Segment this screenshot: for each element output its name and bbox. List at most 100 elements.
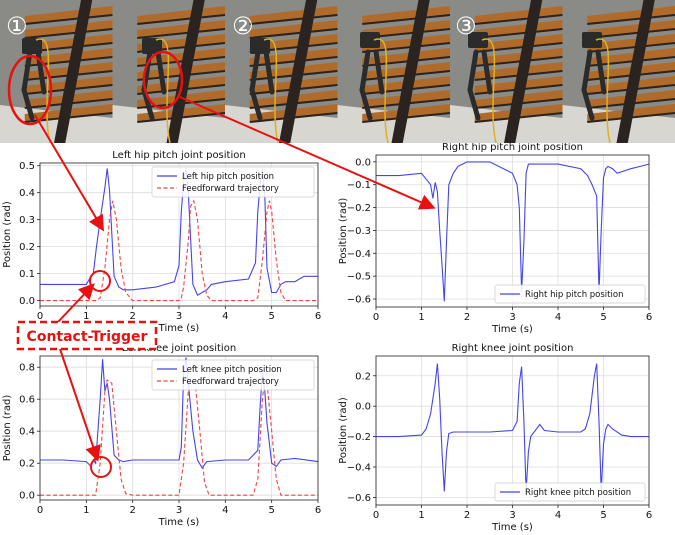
robot-leg — [263, 49, 275, 95]
y-tick-label: −0.5 — [347, 272, 371, 283]
robot-leg — [467, 49, 479, 93]
y-tick-label: 0.5 — [19, 161, 35, 172]
tether-cable — [481, 38, 497, 143]
robot-shin — [581, 87, 595, 121]
x-tick-label: 0 — [37, 311, 43, 322]
x-tick-label: 3 — [509, 510, 515, 521]
stair-stringer — [54, 0, 93, 143]
step-marker-2: ② — [232, 12, 254, 40]
x-tick-label: 1 — [83, 311, 89, 322]
y-tick-label: 0.0 — [19, 296, 35, 307]
y-tick-label: 0.0 — [355, 402, 371, 413]
stair-edge — [474, 56, 563, 67]
stair-edge — [474, 28, 563, 39]
step-marker-3: ③ — [455, 12, 477, 40]
y-tick-label: 0.0 — [19, 491, 35, 502]
x-tick-label: 4 — [555, 510, 561, 521]
right-hip-chart: 0 1 2 3 4 5 6 0.0 −0.1 −0.2 −0.3 −0.4 −0.5 −0.6 Right … — [338, 143, 652, 335]
robot-stair-photo-strip: ① ② ③ — [0, 0, 675, 143]
y-tick-label: −0.4 — [347, 249, 371, 260]
chart-title: Right hip pitch joint position — [442, 143, 583, 153]
x-tick-label: 4 — [222, 311, 228, 322]
stair-edge — [249, 56, 338, 67]
x-tick-label: 3 — [176, 505, 182, 516]
robot-shin — [467, 87, 481, 121]
x-tick-label: 2 — [129, 505, 135, 516]
y-axis-label: Position (rad) — [2, 201, 13, 268]
robot-body — [360, 32, 380, 48]
chart-title: Left hip pitch joint position — [112, 150, 245, 161]
x-tick-label: 6 — [646, 312, 652, 323]
y-tick-label: 0.3 — [19, 215, 35, 226]
stair-edge — [362, 14, 451, 25]
photo-frame-4 — [337, 0, 451, 143]
stair-tread — [362, 48, 450, 66]
legend-box — [494, 482, 646, 502]
y-tick-label: −0.1 — [347, 180, 371, 191]
left-hip-chart: 0 1 2 3 4 5 6 0.0 0.1 0.2 0.3 0.4 0.5 Left hip pitch … — [2, 150, 321, 334]
y-tick-label: 0.2 — [19, 242, 35, 253]
stair-tread — [587, 48, 675, 66]
stair-edge — [249, 28, 338, 39]
y-tick-label: −0.6 — [347, 295, 371, 306]
photo-frame-6 — [562, 0, 675, 143]
stair-tread — [24, 6, 113, 24]
x-tick-label: 3 — [176, 311, 182, 322]
x-tick-label: 1 — [83, 505, 89, 516]
legend-label: Feedforward trajectory — [182, 377, 279, 387]
stair-edge — [587, 42, 675, 53]
legend-label: Left hip pitch position — [182, 172, 274, 182]
x-axis-label: Time (s) — [491, 324, 533, 335]
y-axis-label: Position (rad) — [338, 198, 349, 265]
legend-label: Feedforward trajectory — [182, 184, 279, 194]
x-tick-label: 4 — [555, 312, 561, 323]
chart-title: Left knee joint position — [122, 343, 236, 354]
x-tick-label: 6 — [315, 311, 321, 322]
x-axis-label: Time (s) — [491, 522, 533, 533]
stair-tread — [474, 20, 563, 38]
x-tick-label: 0 — [37, 505, 43, 516]
robot-body — [582, 32, 602, 48]
stair-edge — [474, 14, 563, 25]
stair-tread — [249, 34, 338, 52]
robot-leg — [373, 49, 385, 95]
robot-leg — [359, 49, 371, 93]
x-tick-label: 2 — [464, 510, 470, 521]
robot-leg — [481, 49, 493, 95]
y-tick-label: 0.8 — [19, 363, 35, 374]
x-tick-label: 5 — [268, 505, 274, 516]
photo-frame-2 — [112, 0, 226, 143]
stair-edge — [137, 28, 226, 39]
legend-box — [494, 284, 646, 304]
x-tick-label: 6 — [315, 505, 321, 516]
y-tick-label: 0.2 — [355, 371, 371, 382]
stair-tread — [474, 6, 563, 24]
stair-tread — [587, 20, 675, 38]
x-tick-label: 3 — [509, 312, 515, 323]
robot-leg — [581, 49, 593, 93]
y-tick-label: −0.2 — [347, 203, 371, 214]
x-axis-label: Time (s) — [158, 323, 200, 334]
stair-tread — [362, 34, 450, 52]
x-tick-label: 6 — [646, 510, 652, 521]
y-tick-label: −0.3 — [347, 226, 371, 237]
legend-box — [151, 359, 315, 391]
x-tick-label: 0 — [373, 312, 379, 323]
robot-body — [468, 32, 488, 48]
stair-edge — [137, 14, 226, 25]
robot-leg — [595, 49, 607, 95]
y-tick-label: 0.4 — [19, 188, 35, 199]
legend: Right knee pitch position — [494, 482, 646, 502]
stair-edge — [474, 42, 563, 53]
x-tick-label: 1 — [418, 510, 424, 521]
stair-edge — [587, 14, 675, 25]
stair-tread — [474, 48, 563, 66]
legend: Left hip pitch position Feedforward traje… — [151, 166, 315, 198]
left-knee-chart: 0 1 2 3 4 5 6 0.0 0.2 0.4 0.6 0.8 Left knee joint po… — [2, 343, 321, 528]
y-axis-label: Position (rad) — [2, 395, 13, 462]
y-tick-label: −0.6 — [347, 493, 371, 504]
right-knee-chart: 0 1 2 3 4 5 6 0.2 0.0 −0.2 −0.4 −0.6 Right knee join… — [338, 343, 652, 533]
stair-tread — [137, 20, 225, 38]
stair-tread — [362, 20, 450, 38]
stair-tread — [587, 34, 675, 52]
